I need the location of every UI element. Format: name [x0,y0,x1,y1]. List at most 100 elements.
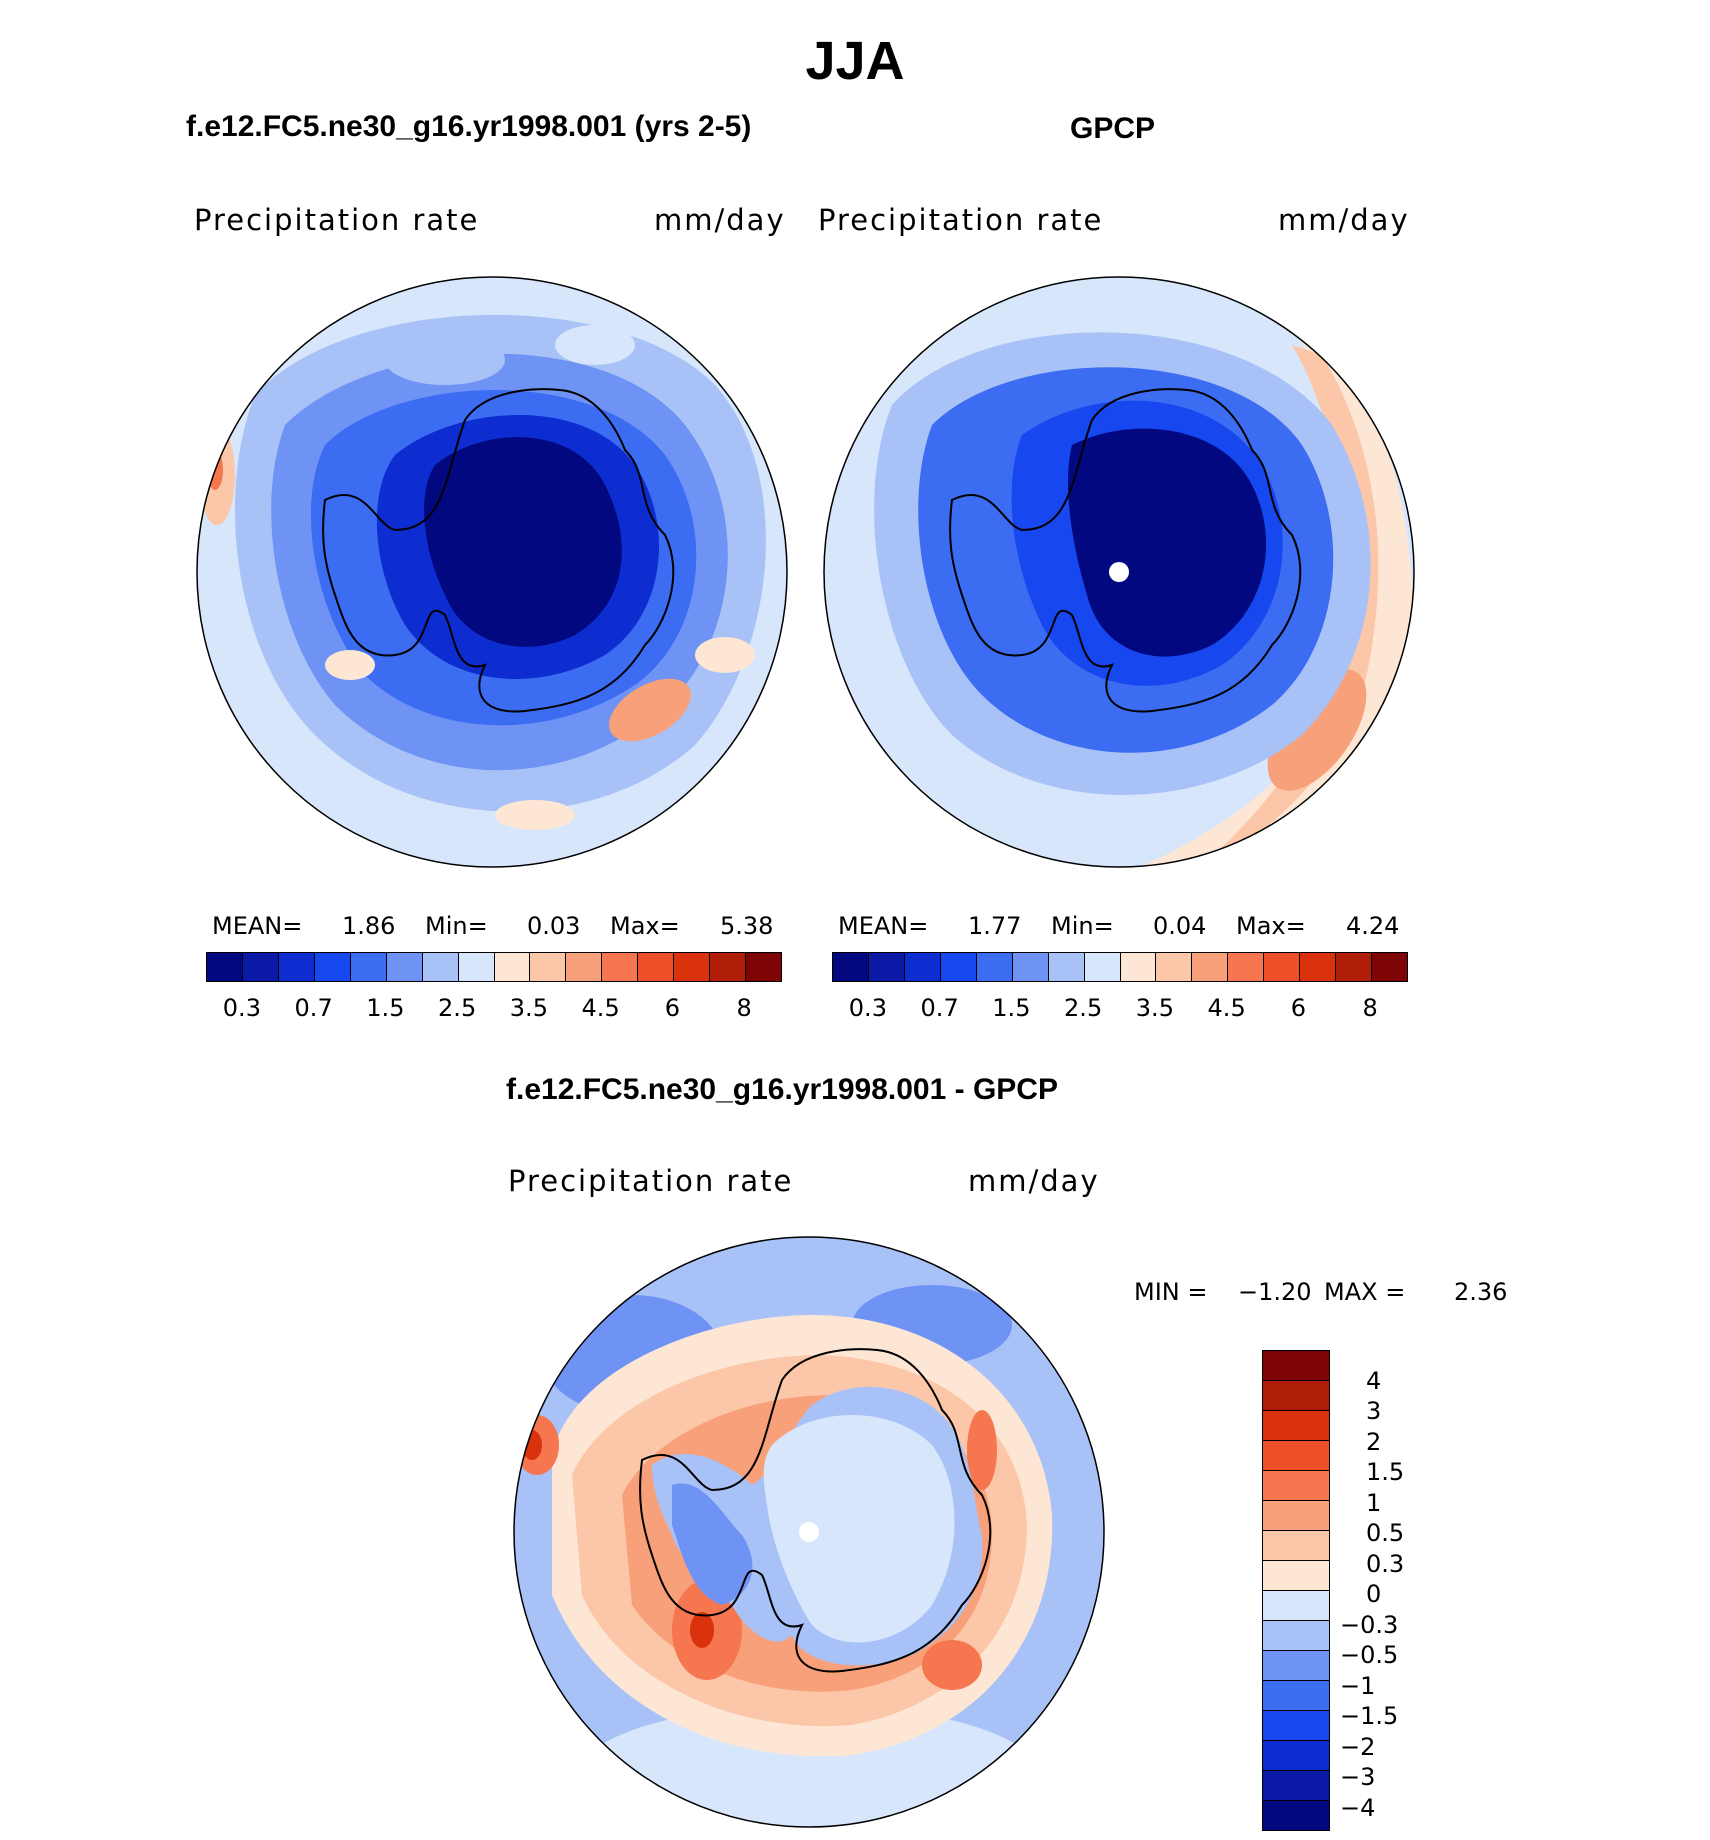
colorbar-swatch [1263,1381,1329,1411]
colorbar-tick-label: −2 [1340,1732,1376,1761]
colorbar-swatch [868,953,905,981]
colorbar-swatch [1263,1591,1329,1621]
model-min-label: Min= [425,912,488,940]
colorbar-tick-label: 0.3 [1366,1549,1405,1578]
obs-units-label: mm/day [1278,203,1410,237]
colorbar-swatch [1263,1621,1329,1651]
model-max-value: 5.38 [720,912,774,940]
obs-max-label: Max= [1236,912,1306,940]
colorbar-swatch [314,953,351,981]
colorbar-tick-label: 0.5 [1366,1519,1405,1547]
obs-mean-value: 1.77 [968,912,1022,940]
colorbar-swatch [1263,1441,1329,1471]
colorbar-tick-label: 4.5 [581,994,620,1022]
colorbar-swatch [1156,953,1193,981]
colorbar-swatch [1048,953,1085,981]
colorbar-tick-label: 1.5 [1366,1458,1405,1486]
colorbar-tick-label: 8 [1362,994,1378,1022]
colorbar-swatch [242,953,279,981]
season-title: JJA [805,31,905,91]
colorbar-swatch [1336,953,1373,981]
model-variable-label: Precipitation rate [194,203,480,237]
colorbar-tick-label: 3 [1366,1397,1382,1425]
colorbar-swatch [1300,953,1337,981]
colorbar-tick-label: 1.5 [992,994,1031,1022]
colorbar-tick-label: 6 [1290,994,1307,1022]
colorbar-tick-label: 3.5 [1135,994,1174,1022]
colorbar-swatch [566,953,603,981]
diff-min-value: −1.20 [1238,1278,1312,1306]
colorbar-swatch [710,953,747,981]
diff-max-label: MAX = [1324,1278,1406,1306]
diff-colorbar [1262,1350,1330,1831]
model-min-value: 0.03 [527,912,581,940]
colorbar-swatch [1012,953,1049,981]
colorbar-swatch [1372,953,1407,981]
colorbar-swatch [1192,953,1229,981]
colorbar-swatch [976,953,1013,981]
colorbar-tick-label: −4 [1340,1793,1376,1822]
colorbar-swatch [350,953,387,981]
obs-colorbar [832,952,1408,982]
obs-variable-label: Precipitation rate [818,203,1104,237]
colorbar-swatch [1263,1411,1329,1441]
colorbar-swatch [1263,1531,1329,1561]
colorbar-swatch [1263,1471,1329,1501]
model-units-label: mm/day [654,203,786,237]
model-panel-title: f.e12.FC5.ne30_g16.yr1998.001 (yrs 2-5) [186,110,752,143]
colorbar-tick-label: 0.7 [920,994,959,1022]
colorbar-swatch [1263,1711,1329,1741]
colorbar-swatch [207,953,243,981]
diff-panel-title: f.e12.FC5.ne30_g16.yr1998.001 - GPCP [506,1073,1058,1106]
colorbar-swatch [833,953,869,981]
colorbar-tick-label: 0.3 [222,994,261,1022]
colorbar-tick-label: 1.5 [366,994,405,1022]
model-mean-value: 1.86 [342,912,396,940]
colorbar-swatch [746,953,781,981]
colorbar-tick-label: −1.5 [1340,1702,1399,1730]
colorbar-tick-label: 2.5 [1064,994,1103,1022]
colorbar-tick-label: −0.5 [1340,1641,1399,1669]
colorbar-swatch [1263,1741,1329,1771]
colorbar-swatch [638,953,675,981]
colorbar-swatch [940,953,977,981]
colorbar-tick-label: 8 [736,994,752,1022]
colorbar-swatch [1263,1501,1329,1531]
colorbar-swatch [1084,953,1121,981]
colorbar-swatch [1263,1801,1329,1830]
diff-min-label: MIN = [1134,1278,1208,1306]
colorbar-tick-label: 0.3 [848,994,887,1022]
colorbar-swatch [904,953,941,981]
colorbar-tick-label: 0 [1366,1580,1382,1608]
colorbar-tick-label: 1 [1366,1488,1382,1517]
obs-min-label: Min= [1051,912,1114,940]
diff-variable-label: Precipitation rate [508,1164,794,1198]
colorbar-tick-label: 4.5 [1207,994,1246,1022]
obs-polar-map [823,276,1415,868]
diff-units-label: mm/day [968,1164,1100,1198]
model-colorbar [206,952,782,982]
colorbar-swatch [278,953,315,981]
colorbar-tick-label: 4 [1366,1366,1382,1395]
obs-max-value: 4.24 [1346,912,1400,940]
colorbar-tick-label: 2 [1366,1427,1382,1456]
colorbar-swatch [530,953,567,981]
colorbar-swatch [1264,953,1301,981]
colorbar-tick-label: 2.5 [438,994,477,1022]
colorbar-swatch [1120,953,1157,981]
colorbar-swatch [1263,1771,1329,1801]
colorbar-tick-label: −1 [1340,1671,1376,1700]
obs-mean-label: MEAN= [838,912,929,940]
colorbar-swatch [1228,953,1265,981]
colorbar-swatch [422,953,459,981]
diff-max-value: 2.36 [1454,1278,1508,1306]
colorbar-swatch [1263,1561,1329,1591]
colorbar-swatch [1263,1351,1329,1381]
obs-panel-title: GPCP [1070,112,1156,145]
colorbar-tick-label: 6 [664,994,681,1022]
colorbar-swatch [602,953,639,981]
obs-min-value: 0.04 [1153,912,1207,940]
model-max-label: Max= [610,912,680,940]
colorbar-tick-label: 3.5 [509,994,548,1022]
colorbar-swatch [674,953,711,981]
